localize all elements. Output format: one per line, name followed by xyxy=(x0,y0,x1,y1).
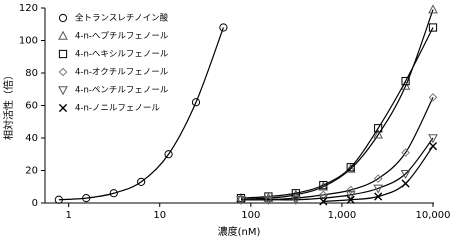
legend-label: 4-n-ヘキシルフェノール xyxy=(75,50,169,60)
data-point xyxy=(109,189,118,198)
data-point xyxy=(219,23,228,32)
y-tick-label: 80 xyxy=(25,68,38,79)
data-point xyxy=(346,163,355,172)
x-tick-label: 10 xyxy=(153,210,166,221)
data-point xyxy=(54,195,63,204)
legend-label: 4-n-オクチルフェノール xyxy=(75,68,169,78)
legend-marker xyxy=(58,67,68,77)
data-point xyxy=(401,77,410,86)
x-tick-label: 1,000 xyxy=(328,210,357,221)
data-point xyxy=(137,177,146,186)
legend-marker xyxy=(58,49,68,59)
data-point xyxy=(346,185,356,195)
y-tick-label: 120 xyxy=(19,3,38,14)
data-point xyxy=(428,134,438,144)
legend-marker xyxy=(58,30,68,40)
data-point xyxy=(401,179,410,188)
data-point xyxy=(400,170,411,180)
x-tick-label: 100 xyxy=(241,210,260,221)
x-tick-label: 1 xyxy=(65,210,71,221)
data-point xyxy=(191,98,201,107)
data-point xyxy=(401,148,410,157)
fit-curve xyxy=(58,27,224,201)
y-tick-label: 60 xyxy=(25,101,38,112)
data-point xyxy=(374,124,383,133)
data-point xyxy=(319,181,328,190)
data-point xyxy=(345,191,356,201)
y-tick-label: 40 xyxy=(25,133,38,144)
legend-marker xyxy=(58,103,68,113)
legend-label: 4-n-ノニルフェノール xyxy=(75,104,160,114)
legend-marker xyxy=(58,86,68,96)
y-tick-label: 100 xyxy=(19,36,38,47)
data-point xyxy=(373,184,383,194)
data-point xyxy=(290,196,301,206)
y-tick-label: 0 xyxy=(32,198,38,209)
legend-marker xyxy=(58,13,68,23)
data-point xyxy=(428,142,438,151)
data-point xyxy=(236,196,246,206)
x-axis-label: 濃度(nM) xyxy=(218,225,261,238)
data-point xyxy=(428,23,438,32)
fit-curve xyxy=(240,27,434,199)
data-point xyxy=(164,150,173,159)
data-point xyxy=(374,192,383,201)
x-tick-label: 10,000 xyxy=(416,210,450,221)
y-tick-label: 20 xyxy=(25,166,38,177)
data-point xyxy=(82,194,91,203)
data-point xyxy=(428,4,438,14)
legend-label: 4-n-ヘプチルフェノール xyxy=(75,32,169,42)
data-point xyxy=(373,129,383,139)
data-point xyxy=(319,197,328,206)
legend-label: 4-n-ペンチルフェノール xyxy=(75,86,169,96)
legend-label: 全トランスレチノイン酸 xyxy=(75,13,169,24)
fit-curve xyxy=(240,137,434,201)
data-point xyxy=(345,163,356,173)
y-axis-label: 相対活性（倍） xyxy=(2,70,15,140)
data-point xyxy=(346,195,355,204)
data-point xyxy=(263,196,274,206)
data-point xyxy=(428,93,438,102)
data-point xyxy=(373,174,383,183)
